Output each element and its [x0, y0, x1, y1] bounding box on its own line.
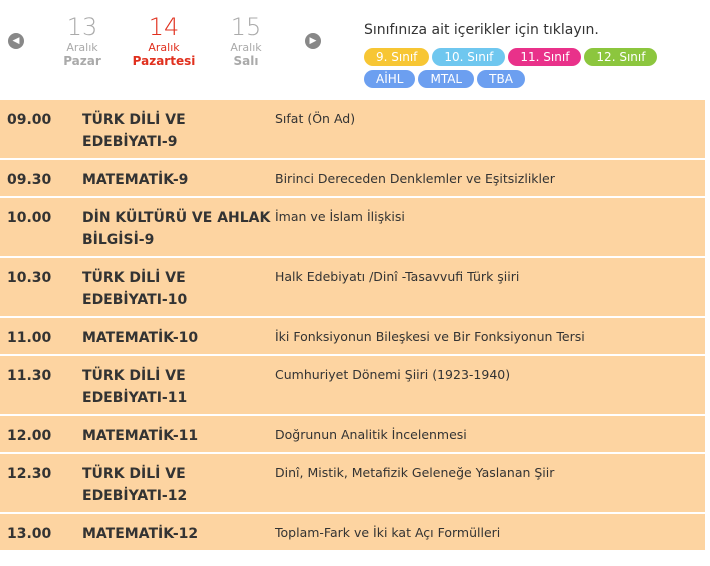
- topic: Halk Edebiyatı /Dinî -Tasavvufi Türk şii…: [275, 269, 520, 284]
- class-button[interactable]: 10. Sınıf: [432, 48, 506, 66]
- date-tab[interactable]: 14 Aralık Pazartesi: [124, 12, 204, 68]
- next-arrow[interactable]: ▶: [305, 33, 321, 49]
- class-buttons: 9. Sınıf 10. Sınıf 11. Sınıf 12. Sınıf AİHL M…: [364, 48, 704, 88]
- weekday: Pazar: [63, 54, 101, 68]
- schedule-row: 12.30 TÜRK DİLİ VE EDEBİYATI-12 Dinî, Mist…: [0, 454, 705, 514]
- schedule-row: 11.30 TÜRK DİLİ VE EDEBİYATI-11 Cumhuriyet…: [0, 356, 705, 416]
- topic: Dinî, Mistik, Metafizik Geleneğe Yaslana…: [275, 465, 555, 480]
- time: 09.30: [7, 172, 52, 188]
- schedule-row: 09.30 MATEMATİK-9 Birinci Dereceden Denkle…: [0, 160, 705, 198]
- weekday: Salı: [233, 54, 259, 68]
- schedule-table: 09.00 TÜRK DİLİ VE EDEBİYATI-9 Sıfat (Ön A…: [0, 100, 705, 552]
- weekday: Pazartesi: [132, 54, 196, 68]
- day-number: 13: [66, 13, 98, 41]
- class-button[interactable]: 12. Sınıf: [584, 48, 658, 66]
- time: 11.30: [7, 368, 52, 384]
- course: TÜRK DİLİ VE EDEBİYATI-10: [82, 270, 188, 308]
- course: TÜRK DİLİ VE EDEBİYATI-11: [82, 368, 188, 406]
- topic: İki Fonksiyonun Bileşkesi ve Bir Fonksiy…: [275, 329, 585, 344]
- topic: Toplam-Fark ve İki kat Açı Formülleri: [275, 525, 501, 540]
- schedule-row: 09.00 TÜRK DİLİ VE EDEBİYATI-9 Sıfat (Ön A…: [0, 100, 705, 160]
- prev-arrow[interactable]: ◀: [8, 33, 24, 49]
- class-button[interactable]: 9. Sınıf: [364, 48, 430, 66]
- day-number: 14: [148, 13, 180, 41]
- topic: İman ve İslam İlişkisi: [275, 209, 405, 224]
- header: ◀ ▶ Sınıfınıza ait içerikler için tıklay…: [0, 0, 710, 100]
- schedule-row: 10.00 DİN KÜLTÜRÜ VE AHLAK BİLGİSİ-9 İman …: [0, 198, 705, 258]
- time: 13.00: [7, 526, 52, 542]
- topic: Doğrunun Analitik İncelenmesi: [275, 427, 467, 442]
- topic: Birinci Dereceden Denklemler ve Eşitsizl…: [275, 171, 555, 186]
- class-button[interactable]: 11. Sınıf: [508, 48, 582, 66]
- month: Aralık: [230, 41, 262, 54]
- course: MATEMATİK-11: [82, 428, 199, 444]
- instruction: Sınıfınıza ait içerikler için tıklayın.: [364, 22, 599, 38]
- time: 09.00: [7, 112, 52, 128]
- day-number: 15: [230, 13, 262, 41]
- schedule-row: 10.30 TÜRK DİLİ VE EDEBİYATI-10 Halk Edebi…: [0, 258, 705, 318]
- topic: Sıfat (Ön Ad): [275, 111, 356, 126]
- time: 12.30: [7, 466, 52, 482]
- class-button[interactable]: MTAL: [418, 70, 475, 88]
- date-tab[interactable]: 15 Aralık Salı: [206, 12, 286, 68]
- schedule-row: 13.00 MATEMATİK-12 Toplam-Fark ve İki kat …: [0, 514, 705, 552]
- schedule-row: 12.00 MATEMATİK-11 Doğrunun Analitik İncel…: [0, 416, 705, 454]
- class-button[interactable]: TBA: [477, 70, 525, 88]
- course: TÜRK DİLİ VE EDEBİYATI-9: [82, 112, 186, 150]
- topic: Cumhuriyet Dönemi Şiiri (1923-1940): [275, 367, 511, 382]
- time: 11.00: [7, 330, 52, 346]
- month: Aralık: [148, 41, 180, 54]
- course: DİN KÜLTÜRÜ VE AHLAK BİLGİSİ-9: [82, 210, 271, 248]
- class-button[interactable]: AİHL: [364, 70, 416, 88]
- course: MATEMATİK-12: [82, 526, 199, 542]
- time: 10.00: [7, 210, 52, 226]
- month: Aralık: [66, 41, 98, 54]
- time: 12.00: [7, 428, 52, 444]
- course: TÜRK DİLİ VE EDEBİYATI-12: [82, 466, 188, 504]
- course: MATEMATİK-10: [82, 330, 199, 346]
- schedule-row: 11.00 MATEMATİK-10 İki Fonksiyonun Bileşke…: [0, 318, 705, 356]
- time: 10.30: [7, 270, 52, 286]
- date-tab[interactable]: 13 Aralık Pazar: [42, 12, 122, 68]
- course: MATEMATİK-9: [82, 172, 189, 188]
